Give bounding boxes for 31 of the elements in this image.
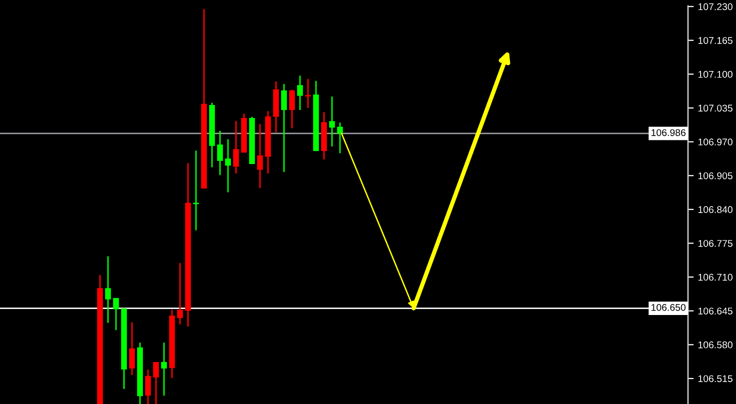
candlestick bbox=[329, 96, 335, 148]
candlestick bbox=[225, 138, 231, 193]
y-tick-label: 106.580 bbox=[698, 341, 732, 348]
candlestick bbox=[153, 362, 159, 404]
y-tick-label: 106.775 bbox=[698, 240, 732, 247]
candlestick bbox=[177, 262, 183, 326]
candlestick bbox=[337, 122, 343, 154]
y-tick-label: 107.230 bbox=[698, 3, 732, 10]
candlestick bbox=[217, 130, 223, 176]
candlestick bbox=[113, 298, 119, 331]
candlestick bbox=[129, 322, 135, 376]
ref-line-label: 106.650 bbox=[652, 304, 686, 311]
candlestick bbox=[105, 256, 111, 324]
candlestick bbox=[161, 342, 167, 396]
candlestick bbox=[289, 89, 295, 129]
y-tick-label: 106.645 bbox=[698, 308, 732, 314]
candlestick bbox=[305, 78, 311, 109]
candlestick bbox=[257, 123, 263, 189]
y-tick-label: 106.710 bbox=[698, 274, 732, 281]
y-tick-label: 107.035 bbox=[698, 104, 732, 112]
candlestick bbox=[297, 75, 303, 111]
candlestick bbox=[145, 368, 151, 404]
y-tick-label: 106.905 bbox=[698, 172, 732, 180]
candlestick bbox=[233, 120, 239, 174]
y-tick-label: 107.165 bbox=[698, 37, 732, 44]
y-tick-label: 107.100 bbox=[698, 70, 732, 78]
y-tick-label: 106.515 bbox=[698, 375, 732, 382]
y-tick-label: 106.970 bbox=[698, 138, 732, 146]
candlestick bbox=[281, 83, 287, 173]
ref-line-label: 106.986 bbox=[652, 129, 686, 136]
y-tick-label: 106.840 bbox=[698, 206, 732, 214]
